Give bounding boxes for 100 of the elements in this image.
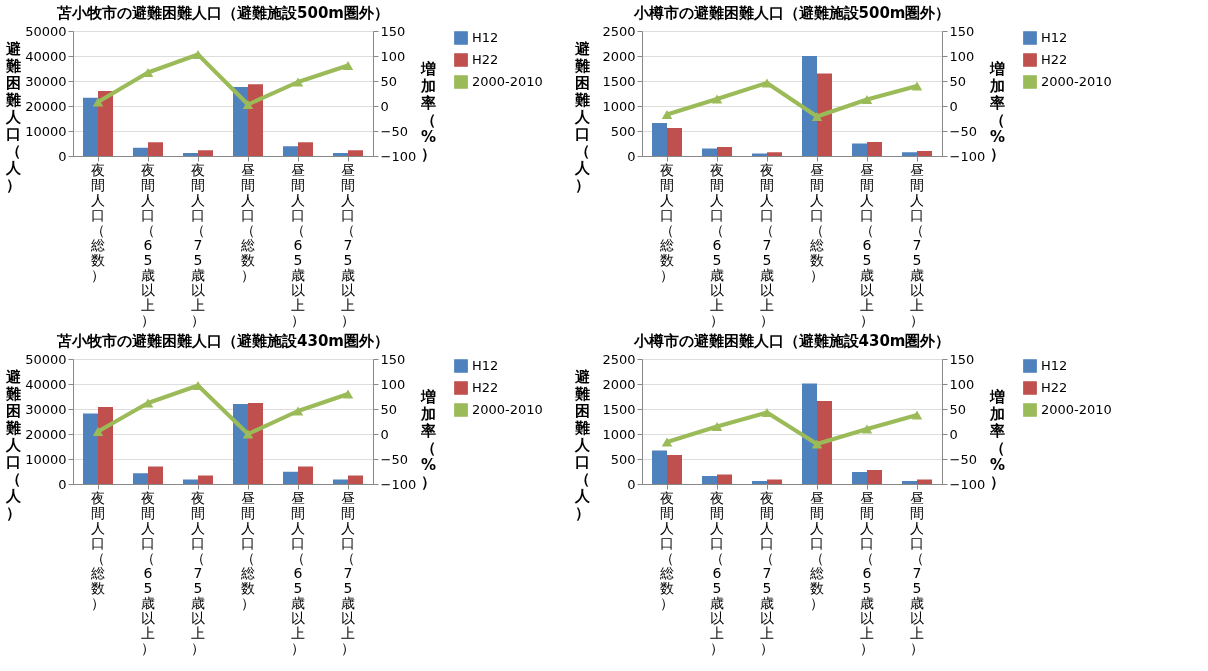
y-tick-label: 2500 bbox=[602, 351, 636, 367]
category-label: 夜間人口（75歳以上） bbox=[191, 161, 205, 328]
y2-tick-label: 0 bbox=[949, 98, 958, 114]
y-tick-label: 0 bbox=[627, 148, 636, 164]
y-tick-label: 20000 bbox=[25, 426, 67, 442]
bar bbox=[83, 413, 98, 484]
point bbox=[661, 109, 673, 120]
x-tick-label: 昼間人口（総数） bbox=[240, 161, 255, 283]
category-label: 夜間人口（65歳以上） bbox=[710, 489, 724, 656]
legend-label: 2000-2010 bbox=[472, 74, 543, 89]
y-tick-label: 500 bbox=[610, 451, 636, 467]
y-tick-label: 0 bbox=[58, 148, 67, 164]
y-tick-label: 40000 bbox=[25, 48, 67, 64]
bar bbox=[248, 403, 263, 484]
bar bbox=[702, 476, 717, 484]
bar bbox=[817, 73, 832, 156]
y2-tick-label: −50 bbox=[380, 451, 408, 467]
bar bbox=[652, 450, 667, 484]
bar bbox=[767, 152, 782, 156]
legend-label: H12 bbox=[1041, 30, 1068, 45]
bar bbox=[852, 143, 867, 156]
bar bbox=[198, 475, 213, 484]
y2-tick-label: −100 bbox=[949, 476, 986, 492]
point bbox=[911, 81, 923, 91]
bar bbox=[702, 148, 717, 156]
point bbox=[242, 99, 254, 110]
bar bbox=[248, 84, 263, 156]
point bbox=[92, 426, 104, 437]
bar bbox=[667, 128, 682, 156]
point bbox=[711, 94, 723, 104]
bar bbox=[348, 150, 363, 156]
bar bbox=[652, 123, 667, 156]
text: 避難困難人口（人） bbox=[575, 39, 590, 194]
category-label: 昼間人口（75歳以上） bbox=[341, 489, 355, 656]
text: 避難困難人口（人） bbox=[6, 39, 21, 194]
x-tick-label: 昼間人口（総数） bbox=[809, 489, 824, 611]
y-tick-label: 1000 bbox=[602, 426, 636, 442]
y2-tick-label: −100 bbox=[380, 476, 417, 492]
y2-tick-label: 50 bbox=[380, 73, 398, 89]
category-label: 夜間人口（75歳以上） bbox=[760, 161, 774, 328]
x-tick-label: 夜間人口（総数） bbox=[659, 161, 674, 283]
bar bbox=[298, 142, 313, 156]
category-label: 夜間人口（75歳以上） bbox=[191, 489, 205, 656]
y-tick-label: 20000 bbox=[25, 98, 67, 114]
chart-title: 小樽市の避難困難人口（避難施設430m圏外） bbox=[632, 332, 951, 350]
x-tick-label: 昼間人口（総数） bbox=[240, 489, 255, 611]
y2-tick-label: 0 bbox=[380, 98, 389, 114]
point bbox=[811, 111, 823, 122]
y-tick-label: 50000 bbox=[25, 351, 67, 367]
x-tick-label: 夜間人口（総数） bbox=[659, 489, 674, 611]
y2-tick-label: 150 bbox=[380, 351, 406, 367]
point bbox=[861, 94, 873, 105]
y-tick-label: 0 bbox=[627, 476, 636, 492]
y2-tick-label: 150 bbox=[949, 351, 975, 367]
legend-label: H22 bbox=[472, 52, 499, 67]
legend-label: 2000-2010 bbox=[1041, 402, 1112, 417]
x-tick-label: 夜間人口（総数） bbox=[90, 489, 105, 611]
y2-tick-label: −50 bbox=[949, 451, 977, 467]
bar bbox=[867, 470, 882, 484]
category-label: 夜間人口（65歳以上） bbox=[141, 161, 155, 328]
point bbox=[292, 406, 304, 416]
legend-label: H22 bbox=[1041, 52, 1068, 67]
y2-tick-label: 0 bbox=[380, 426, 389, 442]
point bbox=[661, 437, 673, 447]
y2-tick-label: 50 bbox=[380, 401, 398, 417]
category-label: 夜間人口（65歳以上） bbox=[141, 489, 155, 656]
y-tick-label: 40000 bbox=[25, 376, 67, 392]
y2-tick-label: −50 bbox=[380, 123, 408, 139]
category-label: 昼間人口（75歳以上） bbox=[910, 161, 924, 328]
bar bbox=[233, 404, 248, 484]
bar bbox=[333, 153, 348, 156]
legend-label: H12 bbox=[472, 30, 499, 45]
category-label: 昼間人口（75歳以上） bbox=[910, 489, 924, 656]
bar bbox=[817, 401, 832, 484]
bar bbox=[133, 473, 148, 484]
y2-tick-label: 100 bbox=[949, 48, 975, 64]
chart-title: 苫小牧市の避難困難人口（避難施設430m圏外） bbox=[56, 332, 389, 350]
y-tick-label: 30000 bbox=[25, 73, 67, 89]
bar bbox=[283, 146, 298, 156]
category-label: 昼間人口（65歳以上） bbox=[860, 489, 874, 656]
bar bbox=[852, 472, 867, 484]
bar bbox=[133, 147, 148, 156]
y2-tick-label: 0 bbox=[949, 426, 958, 442]
bar bbox=[148, 466, 163, 484]
x-tick-label: 昼間人口（総数） bbox=[809, 161, 824, 283]
y-tick-label: 2500 bbox=[602, 23, 636, 39]
legend-label: H22 bbox=[472, 380, 499, 395]
y2-tick-label: 100 bbox=[380, 376, 406, 392]
y2-tick-label: 100 bbox=[949, 376, 975, 392]
category-label: 昼間人口（65歳以上） bbox=[860, 161, 874, 328]
point bbox=[342, 389, 354, 399]
bar bbox=[717, 474, 732, 484]
y2-tick-label: −100 bbox=[380, 148, 417, 164]
category-label: 昼間人口（65歳以上） bbox=[291, 161, 305, 328]
legend-label: H12 bbox=[1041, 358, 1068, 373]
bar bbox=[98, 91, 113, 156]
bar bbox=[802, 56, 817, 156]
y2-tick-label: 100 bbox=[380, 48, 406, 64]
y-tick-label: 30000 bbox=[25, 401, 67, 417]
y2-tick-label: 150 bbox=[380, 23, 406, 39]
